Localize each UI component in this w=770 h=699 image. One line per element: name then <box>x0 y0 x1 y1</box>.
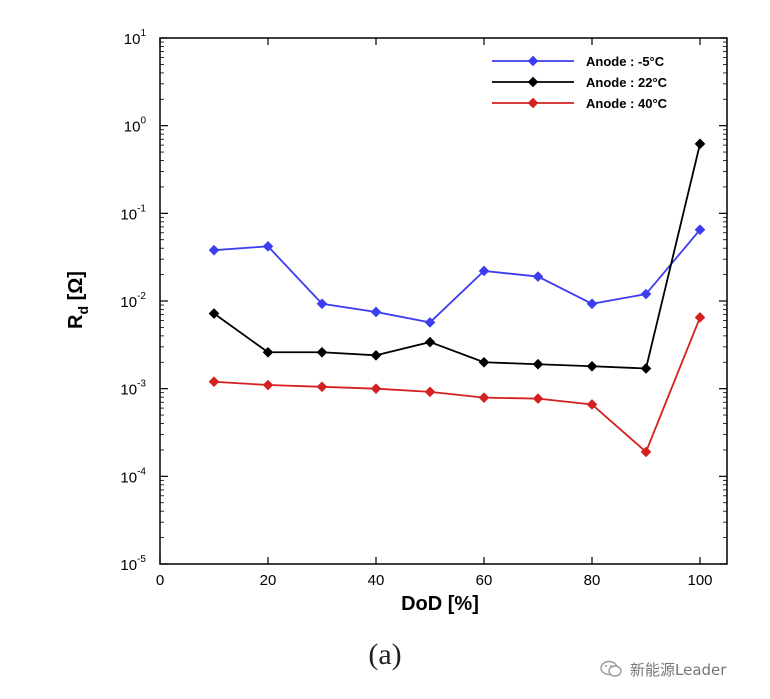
legend-label: Anode : 22°C <box>586 75 668 90</box>
series-line-2 <box>213 317 701 454</box>
y-tick-label: 10-4 <box>120 466 146 486</box>
data-point-0 <box>370 306 382 318</box>
data-point-0 <box>424 317 436 328</box>
data-point-0 <box>262 241 274 252</box>
data-point-2 <box>316 381 328 393</box>
y-tick-label: 10-3 <box>120 379 146 399</box>
data-point-1 <box>586 360 598 372</box>
legend-marker <box>527 76 539 88</box>
data-point-2 <box>640 446 652 458</box>
data-point-0 <box>316 298 328 310</box>
y-tick-label: 100 <box>124 116 147 136</box>
data-point-1 <box>262 346 274 358</box>
data-point-1 <box>424 336 436 348</box>
data-point-1 <box>694 138 706 150</box>
data-point-0 <box>694 224 706 236</box>
x-tick-label: 0 <box>156 572 164 589</box>
data-point-1 <box>370 350 382 361</box>
chart: 0 20 40 60 80 100 10110010-110-210-310-410-5 … <box>65 28 728 615</box>
legend-marker <box>527 55 539 67</box>
data-point-1 <box>208 308 220 319</box>
data-point-1 <box>478 356 490 368</box>
data-point-2 <box>370 383 382 394</box>
legend-marker <box>527 97 539 109</box>
series-line-1 <box>213 143 701 370</box>
wechat-icon <box>600 660 622 677</box>
x-tick-label: 60 <box>476 572 493 589</box>
series-line-0 <box>213 229 701 324</box>
data-point-0 <box>640 288 652 300</box>
data-point-2 <box>532 393 544 404</box>
x-tick-label: 40 <box>368 572 385 589</box>
y-axis-title: Rd [Ω] <box>65 271 91 329</box>
data-point-1 <box>316 346 328 358</box>
y-tick-label: 10-5 <box>120 554 146 574</box>
x-tick-label: 100 <box>687 572 712 589</box>
data-point-2 <box>694 312 706 323</box>
x-tick-label: 80 <box>584 572 601 589</box>
data-point-1 <box>532 358 544 370</box>
data-point-2 <box>586 399 598 410</box>
data-point-0 <box>478 265 490 277</box>
data-point-0 <box>208 244 220 256</box>
watermark: 新能源Leader <box>600 657 726 681</box>
plot-frame <box>159 37 728 565</box>
legend-label: Anode : 40°C <box>586 96 668 111</box>
watermark-text: 新能源Leader <box>630 660 727 679</box>
data-point-0 <box>532 271 544 282</box>
data-point-0 <box>586 298 598 310</box>
data-point-2 <box>424 386 436 398</box>
series-layer <box>208 138 706 458</box>
data-point-2 <box>478 392 490 403</box>
legend: Anode : -5°C Anode : 22°C Anode : 40°C <box>492 54 668 111</box>
y-tick-label: 101 <box>124 28 147 48</box>
x-tick-label: 20 <box>260 572 277 589</box>
data-point-2 <box>208 376 220 388</box>
x-axis-title: DoD [%] <box>401 593 479 615</box>
y-axis: 101 100 10-1 10-2 10-3 10-4 10-5 <box>120 28 727 574</box>
y-tick-label: 10-1 <box>120 203 146 223</box>
x-axis: 0 20 40 60 80 100 <box>156 38 713 589</box>
y-tick-label: 10-2 <box>120 291 146 311</box>
legend-label: Anode : -5°C <box>586 54 665 69</box>
figure-caption: (a) <box>368 638 402 671</box>
data-point-1 <box>640 363 652 374</box>
data-point-2 <box>262 379 274 391</box>
